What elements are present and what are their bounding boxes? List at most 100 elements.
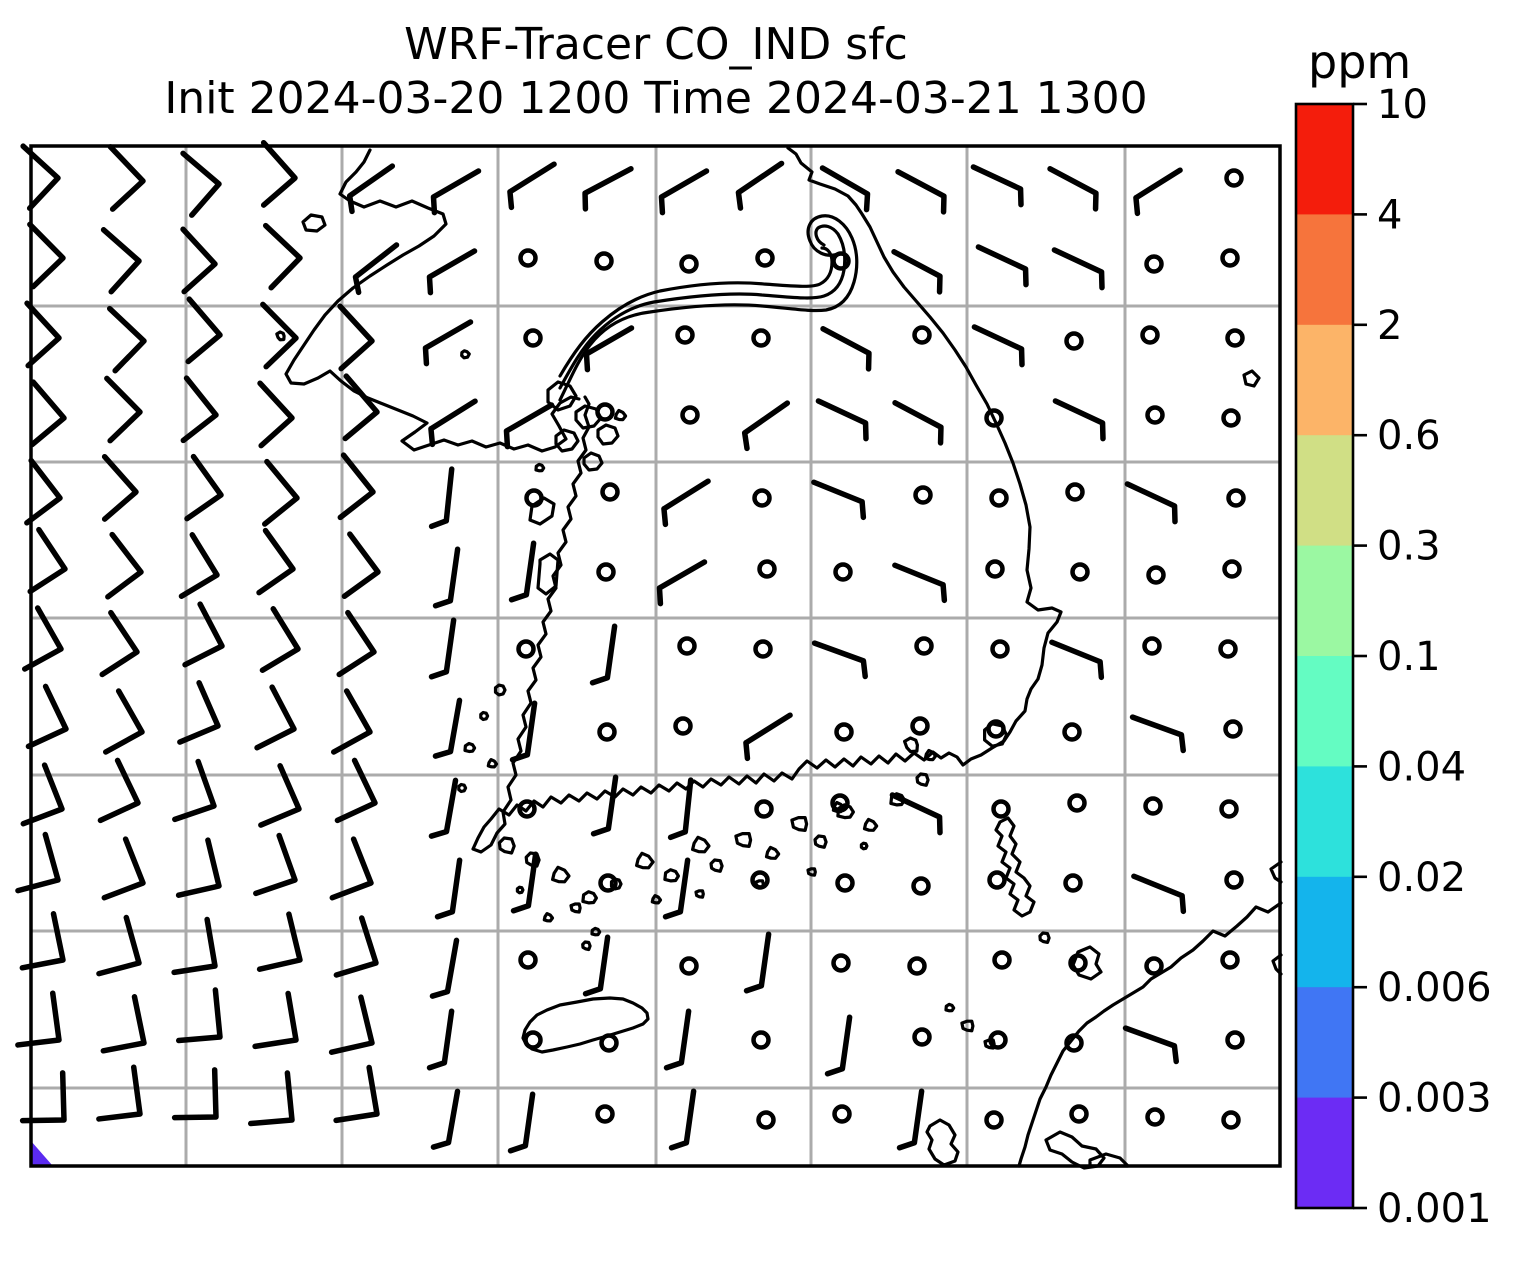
calm-wind-circle: [1065, 482, 1085, 502]
islet: [813, 834, 828, 849]
colorbar-tick-label: 0.3: [1377, 524, 1441, 570]
wind-barb-full: [29, 379, 67, 448]
wind-barb-full: [19, 911, 66, 971]
wind-barb-half: [1052, 398, 1106, 442]
calm-wind-circle: [831, 251, 851, 271]
wind-barb-half: [663, 1008, 692, 1071]
calm-wind-circle: [1224, 870, 1244, 890]
island-ulleungdo: [1242, 369, 1261, 388]
calm-wind-circle: [985, 559, 1005, 579]
wind-barb-half: [503, 402, 555, 450]
islet: [460, 349, 471, 360]
colorbar-segment: [1296, 104, 1353, 215]
islet: [790, 816, 809, 832]
islet: [493, 683, 507, 697]
plot-subtitle: Init 2024-03-20 1200 Time 2024-03-21 130…: [164, 73, 1148, 124]
calm-wind-circle: [1146, 565, 1166, 585]
calm-wind-circle: [594, 251, 614, 271]
wind-barb-full: [15, 831, 61, 894]
islet: [734, 832, 753, 848]
wind-barb-half: [508, 540, 537, 603]
island-jeju: [521, 996, 650, 1054]
wind-barb-full: [259, 606, 301, 673]
wind-barb-full: [25, 683, 69, 750]
calm-wind-circle: [516, 639, 536, 659]
islet: [754, 879, 765, 889]
colorbar-segment: [1296, 876, 1353, 988]
calm-wind-circle: [984, 1110, 1004, 1130]
calm-wind-circle: [1063, 873, 1083, 893]
wind-barb-half: [895, 169, 947, 215]
calm-wind-circle: [679, 254, 699, 274]
wind-barb-half: [1051, 247, 1105, 291]
calm-wind-circle: [1220, 248, 1240, 268]
calm-wind-circle: [987, 870, 1007, 890]
wind-barb-full: [247, 1070, 295, 1127]
calm-wind-circle: [1064, 1033, 1084, 1053]
calm-wind-circle: [1062, 722, 1082, 742]
islet: [923, 748, 938, 762]
islet: [764, 845, 781, 860]
calm-wind-circle: [990, 639, 1010, 659]
colorbar-tick-label: 0.04: [1377, 744, 1466, 790]
colorbar-segment: [1296, 656, 1353, 767]
islet: [889, 792, 906, 807]
wind-barb-full: [330, 688, 373, 755]
wind-barb-half: [1131, 873, 1187, 915]
islet: [551, 865, 571, 884]
wind-barb-half: [428, 777, 459, 839]
calm-wind-circle: [595, 402, 615, 422]
wind-barb-half: [429, 937, 460, 999]
islands-gyeonggi-bay: [301, 213, 620, 596]
islet: [479, 710, 490, 722]
wind-barb-full: [101, 453, 139, 522]
wind-barb-half: [661, 478, 711, 528]
islet: [542, 912, 555, 923]
calm-wind-circle: [1144, 254, 1164, 274]
wind-barb-half: [434, 857, 463, 920]
calm-wind-circle: [752, 488, 772, 508]
wind-barb-full: [333, 1064, 380, 1124]
calm-wind-circle: [1218, 639, 1238, 659]
islet: [709, 858, 724, 873]
islet: [635, 851, 655, 870]
colorbar-tick-label: 0.02: [1377, 855, 1466, 901]
wind-barb-full: [171, 1067, 219, 1121]
islet: [694, 889, 705, 899]
coastline-japan-fragments: [925, 860, 1283, 1170]
calm-wind-circle: [524, 488, 544, 508]
calm-wind-circle: [1064, 331, 1084, 351]
wind-barb-half: [432, 697, 463, 759]
islet: [960, 1019, 975, 1033]
calm-wind-circle: [679, 956, 699, 976]
wind-barb-half: [352, 242, 400, 296]
wind-barb-half: [428, 466, 455, 530]
wind-barb-half: [346, 163, 396, 215]
wind-barb-full: [24, 300, 62, 369]
calm-wind-circle: [1067, 793, 1087, 813]
colorbar-tick-label: 10: [1377, 82, 1428, 128]
calm-wind-circle: [673, 716, 693, 736]
islet: [590, 926, 602, 937]
calm-wind-circle: [1068, 953, 1088, 973]
islet: [691, 835, 711, 854]
wind-barb-full: [256, 911, 303, 972]
wind-barb-full: [337, 452, 376, 521]
wind-barb-half: [892, 562, 948, 604]
calm-wind-circle: [1069, 1104, 1089, 1124]
tracer-fill-patch: [31, 1141, 52, 1165]
wind-barb-half: [743, 931, 772, 994]
calm-wind-circle: [831, 953, 851, 973]
wind-barb-half: [510, 851, 539, 914]
wind-barb-full: [177, 680, 221, 745]
calm-wind-circle: [832, 1104, 852, 1124]
calm-wind-circle: [833, 562, 853, 582]
calm-wind-circle: [913, 485, 933, 505]
calm-wind-circle: [912, 1027, 932, 1047]
calm-wind-circle: [754, 799, 774, 819]
dmz-border-line-outer: [558, 214, 859, 402]
wind-barb-full: [101, 836, 146, 901]
colorbar-tick-label: 0.001: [1377, 1186, 1492, 1232]
colorbar-tick-label: 0.006: [1377, 965, 1492, 1011]
wind-barb-full: [185, 296, 223, 365]
